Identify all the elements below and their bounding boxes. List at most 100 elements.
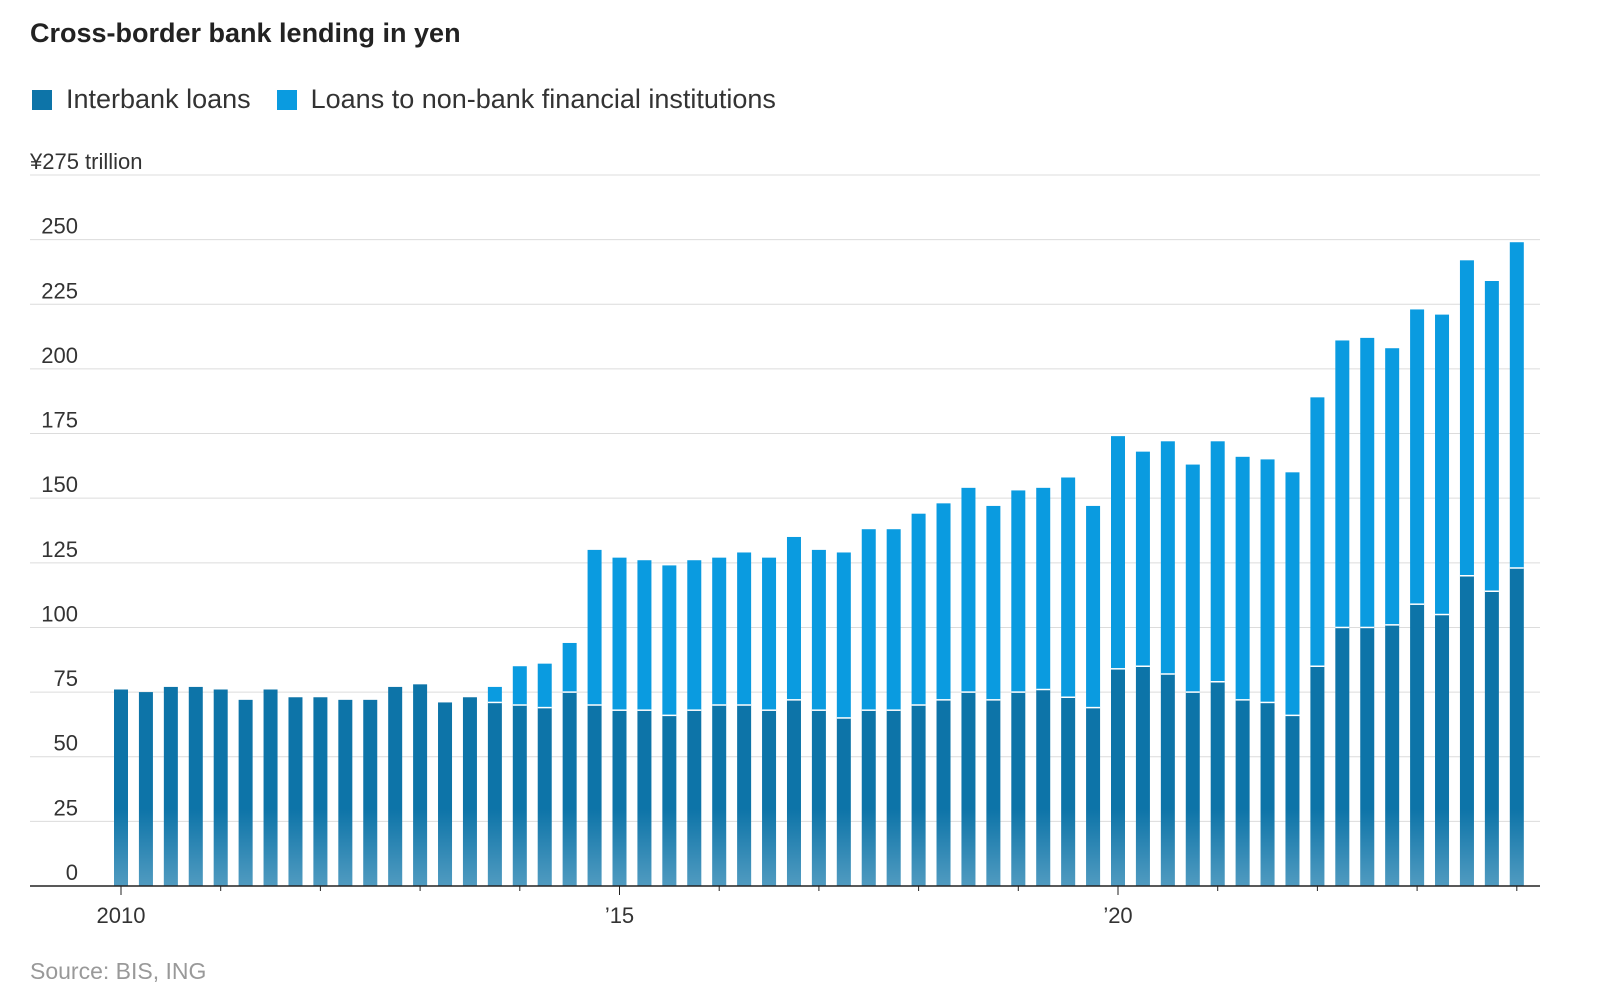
bar-nonbank-22 <box>662 565 677 716</box>
bar-nonbank-30 <box>861 529 876 711</box>
bar-base-fade-42 <box>1160 808 1175 886</box>
bar-nonbank-21 <box>637 560 652 711</box>
legend-item-interbank: Interbank loans <box>32 84 251 115</box>
bar-stack-20 <box>612 557 627 886</box>
bar-nonbank-24 <box>712 557 727 706</box>
bar-stack-39 <box>1086 505 1101 886</box>
source-note: Source: BIS, ING <box>30 958 207 984</box>
bar-nonbank-35 <box>986 505 1001 700</box>
bar-nonbank-34 <box>961 487 976 693</box>
bar-nonbank-33 <box>936 503 951 700</box>
bar-stack-42 <box>1160 441 1175 886</box>
bar-base-fade-8 <box>313 808 328 886</box>
bar-base-fade-35 <box>986 808 1001 886</box>
bar-stack-24 <box>712 557 727 886</box>
bar-stack-25 <box>737 552 752 886</box>
bar-nonbank-38 <box>1061 477 1076 698</box>
bar-base-fade-2 <box>163 808 178 886</box>
bar-stack-5 <box>238 699 253 886</box>
bar-groups <box>114 242 1524 886</box>
bar-stack-50 <box>1360 337 1375 886</box>
bar-nonbank-47 <box>1285 472 1300 716</box>
y-tick-label-100: 100 <box>41 601 78 626</box>
bar-base-fade-44 <box>1210 808 1225 886</box>
bar-base-fade-31 <box>886 808 901 886</box>
bar-stack-9 <box>338 699 353 886</box>
bar-base-fade-34 <box>961 808 976 886</box>
bar-base-fade-54 <box>1459 808 1474 886</box>
legend-label-nonbank: Loans to non-bank financial institutions <box>310 84 776 114</box>
bar-base-fade-27 <box>786 808 801 886</box>
y-tick-label-150: 150 <box>41 472 78 497</box>
bar-stack-1 <box>138 692 153 886</box>
bar-base-fade-28 <box>811 808 826 886</box>
bar-stack-51 <box>1385 348 1400 886</box>
y-tick-label-50: 50 <box>54 731 78 756</box>
bar-stack-18 <box>562 642 577 886</box>
bar-stack-41 <box>1135 451 1150 886</box>
bar-stack-26 <box>762 557 777 886</box>
bar-stack-22 <box>662 565 677 886</box>
legend-item-nonbank: Loans to non-bank financial institutions <box>276 84 776 115</box>
bar-stack-55 <box>1484 281 1499 886</box>
bar-nonbank-45 <box>1235 456 1250 700</box>
bar-stack-11 <box>388 686 403 886</box>
bar-base-fade-14 <box>462 808 477 886</box>
bar-nonbank-17 <box>537 663 552 708</box>
bar-nonbank-28 <box>811 549 826 711</box>
bar-nonbank-54 <box>1459 260 1474 576</box>
bar-nonbank-52 <box>1410 309 1425 605</box>
bar-stack-17 <box>537 663 552 886</box>
bar-base-fade-45 <box>1235 808 1250 886</box>
chart-title: Cross-border bank lending in yen <box>30 18 461 48</box>
bar-stack-12 <box>413 684 428 886</box>
x-tick-label-2020: ’20 <box>1103 903 1132 928</box>
bar-base-fade-48 <box>1310 808 1325 886</box>
bar-nonbank-50 <box>1360 337 1375 628</box>
bar-base-fade-21 <box>637 808 652 886</box>
bar-base-fade-9 <box>338 808 353 886</box>
y-unit-label: ¥275 trillion <box>29 149 143 174</box>
bar-nonbank-42 <box>1160 441 1175 674</box>
bar-stack-10 <box>363 699 378 886</box>
bar-nonbank-43 <box>1185 464 1200 693</box>
bar-base-fade-46 <box>1260 808 1275 886</box>
bar-stack-19 <box>587 549 602 886</box>
bar-base-fade-10 <box>363 808 378 886</box>
y-tick-label-0: 0 <box>66 860 78 885</box>
bar-base-fade-51 <box>1385 808 1400 886</box>
bar-interbank-56 <box>1509 567 1524 886</box>
bar-base-fade-3 <box>188 808 203 886</box>
bar-stack-14 <box>462 697 477 886</box>
bar-base-fade-4 <box>213 808 228 886</box>
bar-stack-43 <box>1185 464 1200 886</box>
bar-base-fade-32 <box>911 808 926 886</box>
chart-legend: Interbank loans Loans to non-bank financ… <box>32 84 802 115</box>
bar-base-fade-11 <box>388 808 403 886</box>
y-tick-label-250: 250 <box>41 214 78 239</box>
bar-stack-35 <box>986 505 1001 886</box>
legend-swatch-nonbank <box>276 89 297 110</box>
bar-stack-4 <box>213 689 228 886</box>
bar-stack-37 <box>1036 487 1051 886</box>
bar-base-fade-56 <box>1509 808 1524 886</box>
bar-nonbank-41 <box>1135 451 1150 667</box>
bar-base-fade-37 <box>1036 808 1051 886</box>
bar-base-fade-49 <box>1335 808 1350 886</box>
y-tick-label-75: 75 <box>54 666 78 691</box>
bar-stack-56 <box>1509 242 1524 886</box>
bar-stack-27 <box>786 536 801 886</box>
bar-base-fade-52 <box>1410 808 1425 886</box>
bar-stack-44 <box>1210 441 1225 886</box>
bar-nonbank-26 <box>762 557 777 711</box>
bar-stack-34 <box>961 487 976 886</box>
bar-base-fade-7 <box>288 808 303 886</box>
bar-nonbank-46 <box>1260 459 1275 703</box>
bar-base-fade-26 <box>762 808 777 886</box>
bar-base-fade-50 <box>1360 808 1375 886</box>
bar-nonbank-15 <box>487 686 502 703</box>
bar-base-fade-29 <box>836 808 851 886</box>
bar-base-fade-43 <box>1185 808 1200 886</box>
bar-nonbank-25 <box>737 552 752 706</box>
bar-stack-47 <box>1285 472 1300 886</box>
